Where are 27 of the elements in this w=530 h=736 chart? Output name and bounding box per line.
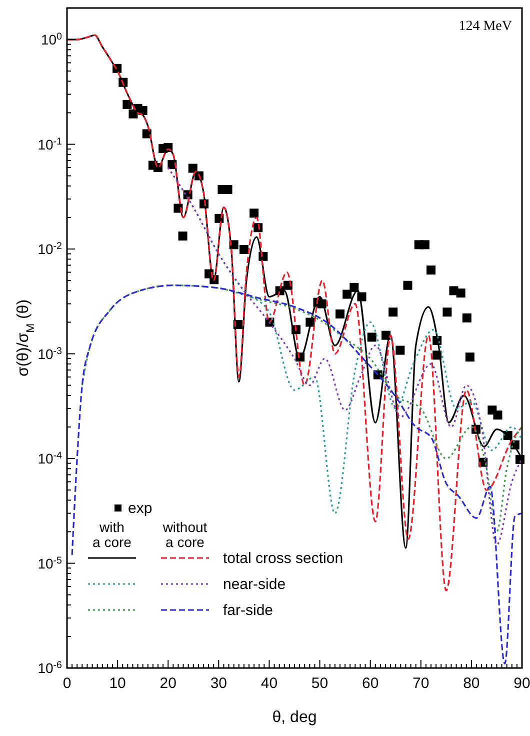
legend-label: exp: [128, 500, 152, 517]
y-tick-label: 10$^{-4}$: [38, 450, 63, 467]
x-tick-label: 10: [109, 675, 126, 692]
x-tick-label: 80: [463, 675, 480, 692]
x-tick-label: 60: [362, 675, 379, 692]
annotation: with a core: [92, 519, 132, 550]
x-axis-title: θ, deg: [272, 709, 317, 726]
x-tick-label: 0: [62, 675, 72, 692]
annotation: 124 MeV: [458, 19, 512, 34]
y-tick-label: 10$^{-5}$: [38, 554, 63, 572]
x-tick-label: 20: [160, 675, 176, 692]
line-series: [81, 284, 523, 533]
y-tick-label: 10$^{0}$: [40, 31, 63, 48]
legend-label: far-side: [223, 602, 274, 619]
annotation: without a core: [162, 519, 208, 550]
x-tick-label: 70: [412, 675, 430, 692]
legend-label: total cross section: [223, 550, 344, 567]
x-tick-label: 40: [260, 675, 278, 692]
y-tick-label: 10$^{-6}$: [38, 660, 63, 676]
y-tick-label: 10$^{-2}$: [38, 240, 62, 258]
y-tick-label: 10$^{-3}$: [38, 345, 63, 362]
x-tick-label: 30: [210, 675, 228, 692]
y-tick-label: 10$^{-1}$: [38, 136, 62, 152]
line-series: [71, 284, 523, 664]
x-tick-label: 50: [311, 675, 328, 692]
x-tick-label: 90: [514, 675, 530, 692]
legend-label: near-side: [223, 576, 286, 593]
